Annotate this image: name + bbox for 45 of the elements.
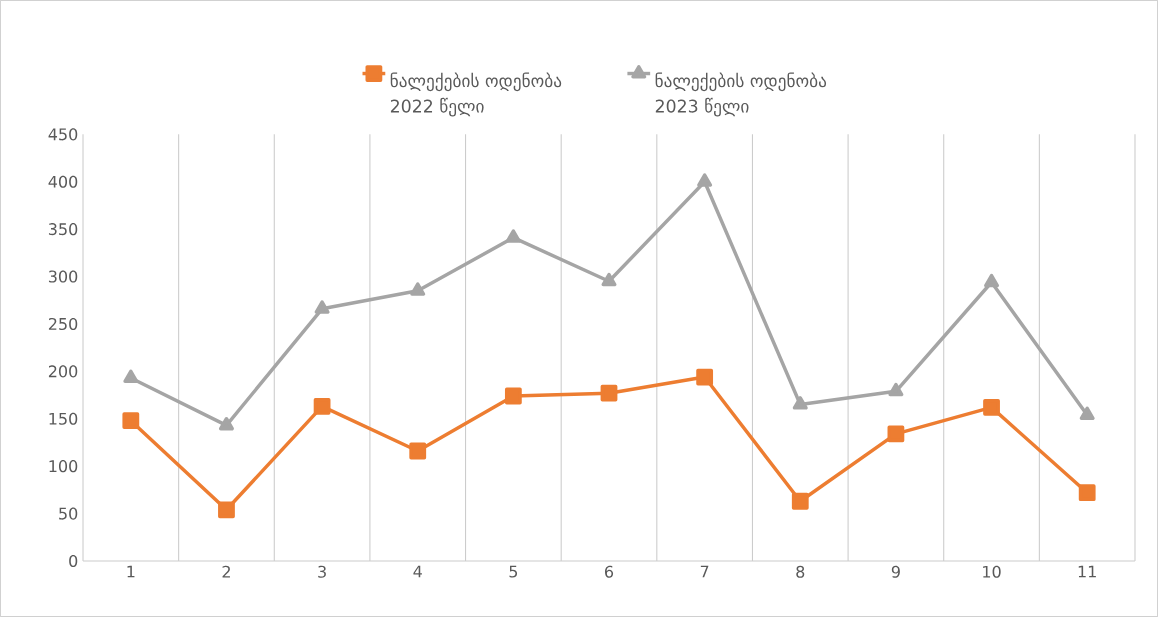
x-tick-label: 4 xyxy=(413,565,422,578)
x-tick-label: 9 xyxy=(891,565,900,578)
point xyxy=(123,369,139,384)
x-tick-label: 6 xyxy=(605,565,614,578)
y-tick-label: 250 xyxy=(48,317,78,331)
x-tick-label: 10 xyxy=(983,565,1001,578)
point xyxy=(888,382,904,397)
x-tick-label: 11 xyxy=(1078,565,1096,578)
y-tick-label: 0 xyxy=(69,554,78,568)
legend-label: ნალექების ოდენობა 2023 წელი xyxy=(655,72,827,117)
y-tick-label: 400 xyxy=(48,175,78,188)
x-tick-label: 7 xyxy=(700,565,709,578)
point xyxy=(792,396,808,410)
point xyxy=(218,501,235,519)
y-tick-label: 50 xyxy=(59,507,78,520)
x-tick-label: 3 xyxy=(318,565,326,578)
y-tick-label: 350 xyxy=(48,223,78,236)
point xyxy=(696,368,714,386)
point xyxy=(600,384,618,402)
point xyxy=(410,282,426,296)
x-tick-label: 8 xyxy=(796,565,805,578)
legend-label: ნალექების ოდენობა 2022 წელი xyxy=(390,72,562,117)
point xyxy=(697,173,713,187)
y-tick-label: 300 xyxy=(48,270,78,283)
point xyxy=(218,417,234,431)
y-tick-label: 100 xyxy=(49,460,78,473)
point xyxy=(983,398,1000,416)
point xyxy=(984,273,1000,288)
x-tick-label: 1 xyxy=(127,565,135,578)
x-tick-label: 5 xyxy=(509,565,518,578)
point xyxy=(313,398,331,415)
point xyxy=(314,300,330,314)
point xyxy=(504,387,522,405)
point xyxy=(887,425,905,443)
point xyxy=(1078,484,1096,502)
x-tick-label: 2 xyxy=(222,565,230,578)
y-tick-label: 200 xyxy=(48,365,78,378)
y-tick-label: 450 xyxy=(48,128,78,141)
point xyxy=(409,442,427,460)
y-tick-label: 150 xyxy=(49,412,78,425)
point xyxy=(1079,406,1095,421)
point xyxy=(601,272,617,287)
point xyxy=(122,412,140,430)
point xyxy=(791,492,809,510)
point xyxy=(505,229,521,243)
